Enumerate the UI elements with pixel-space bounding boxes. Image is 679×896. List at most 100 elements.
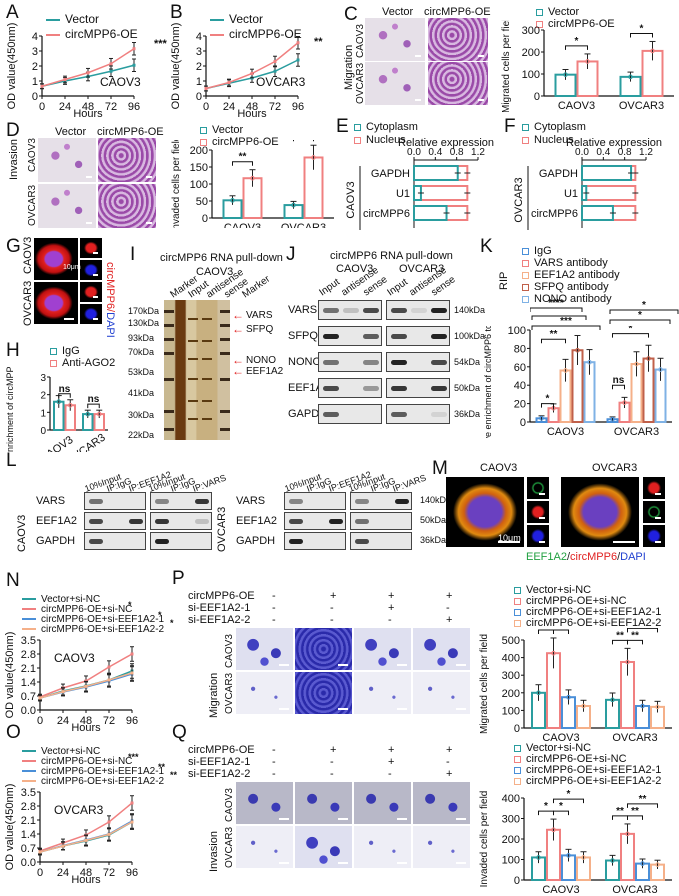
svg-text:CAOV3: CAOV3 (224, 222, 261, 228)
svg-text:CAOV3: CAOV3 (542, 732, 579, 744)
scale-bar (93, 318, 98, 320)
svg-text:100: 100 (190, 179, 208, 191)
svg-text:0: 0 (40, 426, 46, 437)
side-label-invasion: Invasion (8, 139, 20, 180)
bar-chart-p: 0 100 200 300 400 500 CAOV3 OVCAR3 Migrated cell… (479, 628, 672, 744)
micrograph-m-ovcar3-green (643, 501, 665, 523)
micrograph-q-1-1 (295, 826, 352, 868)
size-label: 50kDa (454, 383, 481, 393)
svg-text:3: 3 (196, 46, 202, 58)
panel-label-c: C (344, 4, 358, 25)
significance-label: ns (613, 375, 625, 386)
legend-d-item-1: circMPP6-OE (200, 136, 279, 148)
legend-swatch (210, 33, 224, 36)
blot-nono-0 (318, 352, 382, 372)
legend-swatch (522, 247, 529, 255)
legend-text: Nucleus (534, 134, 574, 146)
svg-text:40: 40 (514, 380, 526, 392)
svg-text:OVCAR3: OVCAR3 (612, 884, 657, 896)
scale-bar (456, 818, 466, 820)
legend-text: circMPP6-OE+si-EEF1A2-1 (41, 614, 165, 625)
scale-bar (338, 862, 348, 864)
micrograph-g-ovcar3-red (80, 282, 102, 302)
svg-text:circMPP6: circMPP6 (363, 208, 410, 220)
legend-text: Vector+si-NC (526, 742, 592, 754)
blot-sfpq-1 (386, 326, 450, 346)
svg-text:24: 24 (57, 867, 69, 879)
legend-text: circMPP6-OE+si-EEF1A2-1 (526, 764, 662, 776)
condition-value: - (272, 614, 276, 626)
blot-l-vars-0 (284, 492, 346, 510)
condition-value: + (446, 768, 453, 780)
caption-part: DAPI (620, 551, 646, 563)
condition-label-1: si-EEF1A2-1 (188, 602, 251, 614)
legend-n-item-2: circMPP6-OE+si-EEF1A2-1 (22, 614, 164, 625)
caption-part: EEF1A2 (526, 551, 567, 563)
svg-text:72: 72 (103, 715, 115, 727)
micrograph-g-ovcar3-merge (34, 282, 78, 324)
marker-band (220, 338, 230, 341)
legend-o-item-0: Vector+si-NC (22, 746, 100, 757)
legend-swatch (200, 126, 207, 134)
band (431, 308, 447, 313)
scale-bar (338, 708, 348, 710)
micrograph-g-caov3-dapi (80, 260, 102, 280)
condition-value: - (272, 744, 276, 756)
legend-o-item-2: circMPP6-OE+si-EEF1A2-1 (22, 766, 164, 777)
micrograph-p-1-1 (295, 672, 352, 714)
row-label-caov3: CAOV3 (224, 634, 235, 668)
svg-text:0: 0 (202, 213, 208, 225)
svg-text:2: 2 (32, 61, 38, 73)
svg-text:2.1: 2.1 (21, 663, 36, 675)
legend-swatch (514, 744, 521, 752)
band (289, 499, 303, 504)
bar-chart-q: 0 100 200 300 400 CAOV3 OVCAR3 Invaded cells pe… (479, 789, 672, 896)
blot-gapdh-0 (318, 404, 382, 424)
svg-text:GAPDH: GAPDH (539, 168, 578, 180)
y-axis-label: OD value(450nm) (170, 23, 182, 110)
marker-size-label: 41kDa (128, 388, 155, 398)
significance-label: * (640, 23, 644, 34)
svg-text:0: 0 (514, 875, 520, 887)
blot-gapdh-1 (386, 404, 450, 424)
svg-text:0: 0 (37, 867, 43, 879)
band (363, 386, 379, 391)
band (323, 386, 339, 391)
x-axis-label: Relative expression (398, 137, 494, 149)
legend-text: circMPP6-OE+si-EEF1A2-2 (526, 775, 662, 787)
scale-bar (93, 252, 98, 254)
marker-band (164, 378, 174, 381)
svg-text:Input: Input (318, 277, 342, 298)
x-axis-label: Relative expression (566, 137, 662, 149)
legend-k-item-2: EEF1A2 antibody (522, 269, 620, 281)
significance-label: ns (59, 384, 71, 395)
panel-label-f: F (504, 116, 516, 137)
micrograph-d-2 (98, 138, 156, 182)
legend-a-item-0: Vector (46, 12, 99, 26)
svg-text:200: 200 (502, 688, 520, 700)
legend-swatch (514, 755, 521, 763)
band (323, 308, 339, 313)
row-label-ovcar3: OVCAR3 (22, 280, 34, 326)
marker-band (220, 352, 230, 355)
gel-band (188, 378, 198, 380)
stain-red: circMPP6/ (104, 262, 116, 313)
svg-text:2: 2 (196, 61, 202, 73)
y-axis-label: OD value(450nm) (6, 23, 18, 110)
cell-label-ovcar3: OVCAR3 (216, 506, 228, 552)
significance-label: *** (560, 316, 572, 327)
scale-bar (613, 541, 635, 543)
arrow-icon: ← (232, 308, 244, 322)
row-label-ovcar3: OVCAR3 (224, 826, 235, 868)
svg-text:OVCAR3: OVCAR3 (619, 100, 664, 112)
scale-bar (338, 818, 348, 820)
svg-text:20: 20 (514, 399, 526, 411)
legend-b-item-1: circMPP6-OE (210, 27, 302, 41)
svg-text:0: 0 (39, 101, 45, 113)
significance-label: ** (239, 152, 247, 163)
svg-text:0.7: 0.7 (21, 691, 36, 703)
band (411, 308, 427, 313)
band (289, 519, 303, 524)
legend-text: circMPP6-OE+si-NC (41, 756, 133, 767)
